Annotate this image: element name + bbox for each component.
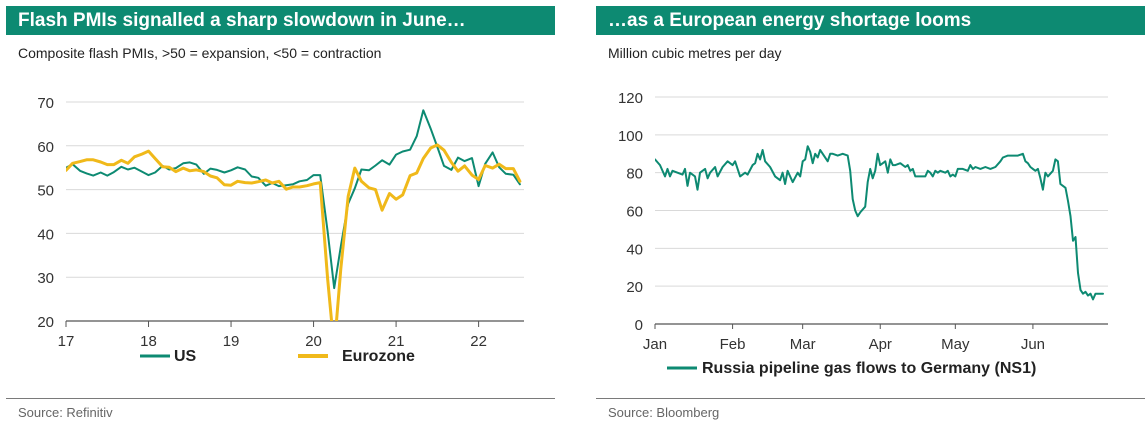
series-line-eurozone	[66, 143, 522, 321]
gas-flow-chart: 0 20 40 60 80 100 120 Jan Feb Mar Apr May Jun Russia …	[618, 90, 1108, 377]
legend-label: Eurozone	[342, 348, 415, 365]
x-tick-label: Feb	[720, 336, 746, 353]
left-footer-divider	[6, 398, 555, 399]
x-tick-label: Mar	[790, 336, 816, 353]
x-tick-label: Jun	[1021, 336, 1045, 353]
y-tick-label: 80	[626, 166, 643, 183]
x-tick-label: May	[941, 336, 970, 353]
pmi-chart: 20 30 40 50 60 70 17 18 19 20 21 22 US Eurozone	[37, 95, 524, 365]
x-tick-label: 20	[305, 333, 322, 350]
y-tick-label: 40	[626, 241, 643, 258]
y-tick-label: 120	[618, 90, 643, 107]
right-chart-title: …as a European energy shortage looms	[596, 6, 1145, 35]
legend-label: US	[174, 348, 197, 365]
x-tick-label: 18	[140, 333, 157, 350]
left-chart-panel: Flash PMIs signalled a sharp slowdown in…	[0, 0, 556, 431]
y-tick-label: 40	[37, 226, 54, 243]
x-tick-label: Jan	[643, 336, 667, 353]
x-tick-label: 19	[223, 333, 240, 350]
right-chart-panel: …as a European energy shortage looms Mil…	[590, 0, 1146, 431]
y-tick-label: 70	[37, 95, 54, 112]
y-tick-label: 60	[626, 204, 643, 221]
right-chart-subtitle: Million cubic metres per day	[608, 45, 782, 61]
series-line-russia-pipeline-gas-flows-to-germany-ns1	[655, 145, 1104, 301]
y-tick-label: 30	[37, 270, 54, 287]
y-tick-label: 0	[635, 317, 643, 334]
x-tick-label: Apr	[869, 336, 892, 353]
x-tick-label: 17	[58, 333, 75, 350]
legend-label: Russia pipeline gas flows to Germany (NS…	[702, 360, 1036, 377]
y-tick-label: 50	[37, 183, 54, 200]
x-tick-label: 22	[470, 333, 487, 350]
left-chart-subtitle: Composite flash PMIs, >50 = expansion, <…	[18, 45, 382, 61]
right-footer-divider	[596, 398, 1145, 399]
y-tick-label: 100	[618, 128, 643, 145]
y-tick-label: 20	[37, 314, 54, 331]
right-source-note: Source: Bloomberg	[608, 405, 720, 420]
y-tick-label: 60	[37, 139, 54, 156]
series-line-us	[66, 109, 521, 290]
left-source-note: Source: Refinitiv	[18, 405, 113, 420]
left-chart-title: Flash PMIs signalled a sharp slowdown in…	[6, 6, 555, 35]
y-tick-label: 20	[626, 279, 643, 296]
x-tick-label: 21	[388, 333, 405, 350]
